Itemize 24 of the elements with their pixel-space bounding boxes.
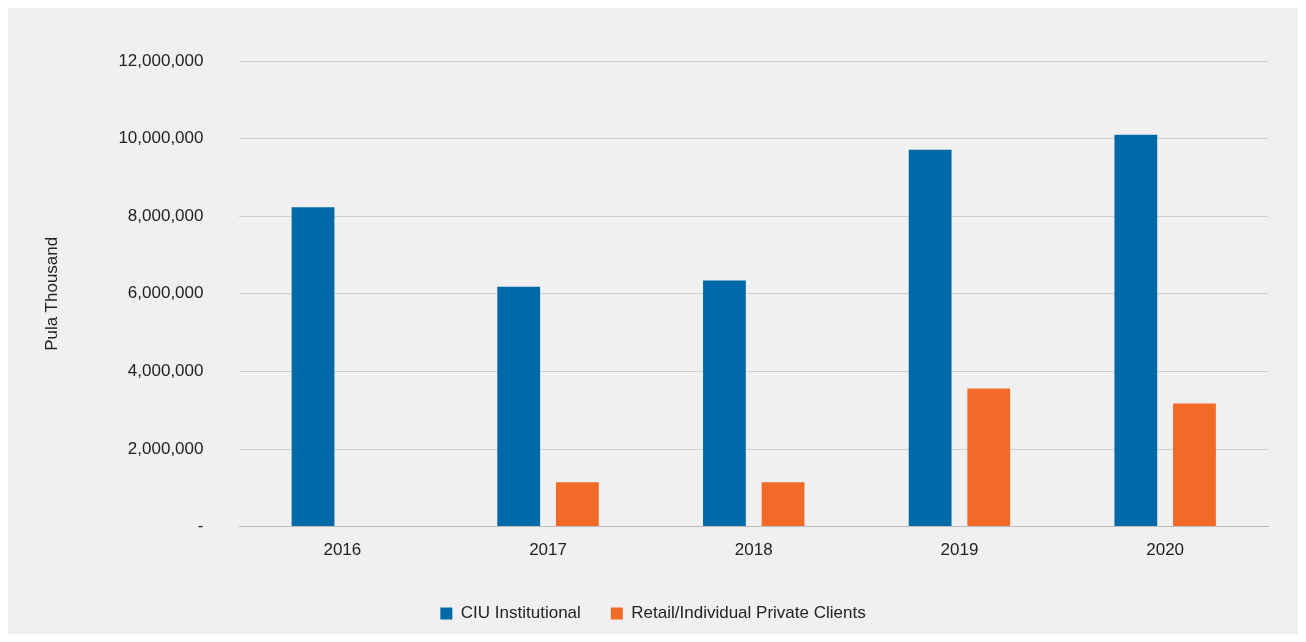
- bar: [291, 207, 335, 527]
- legend-label: CIU Institutional: [460, 603, 581, 623]
- y-axis-title: Pula Thousand: [41, 236, 61, 351]
- bar: [1173, 403, 1216, 527]
- y-tick-label: 2,000,000: [127, 438, 204, 458]
- y-tick-label: 6,000,000: [127, 283, 204, 303]
- x-tick-label: 2019: [940, 540, 979, 560]
- y-tick-label: -: [197, 516, 204, 536]
- y-tick-label: 12,000,000: [118, 50, 204, 70]
- bar: [967, 388, 1011, 527]
- x-tick-label: 2017: [529, 540, 567, 560]
- bar: [703, 280, 746, 527]
- bar: [497, 286, 541, 527]
- legend-label: Retail/Individual Private Clients: [631, 603, 866, 623]
- x-tick-label: 2020: [1146, 540, 1185, 560]
- bar: [1114, 134, 1158, 527]
- x-tick-label: 2018: [734, 540, 773, 560]
- y-tick-label: 8,000,000: [127, 205, 204, 225]
- bar: [761, 482, 805, 527]
- x-tick-label: 2016: [323, 540, 362, 560]
- bar: [555, 482, 599, 527]
- bar: [908, 149, 952, 527]
- y-tick-label: 4,000,000: [127, 361, 204, 381]
- y-tick-label: 10,000,000: [118, 128, 204, 148]
